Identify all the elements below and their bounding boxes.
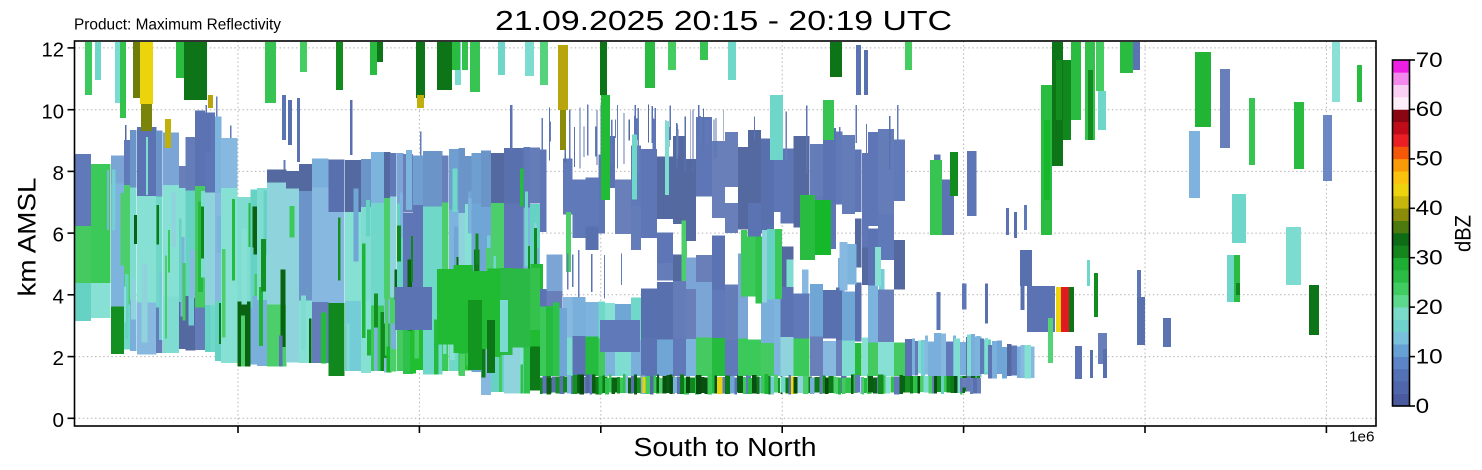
- svg-text:20: 20: [1416, 296, 1443, 319]
- svg-text:40: 40: [1416, 197, 1443, 220]
- svg-text:dBZ: dBZ: [1451, 215, 1476, 252]
- svg-text:0: 0: [1416, 395, 1430, 418]
- svg-text:10: 10: [42, 100, 65, 123]
- svg-text:30: 30: [1416, 247, 1443, 270]
- svg-text:2: 2: [52, 347, 64, 370]
- svg-text:South to North: South to North: [634, 434, 817, 462]
- svg-text:0: 0: [52, 409, 64, 432]
- svg-text:21.09.2025 20:15 - 20:19 UTC: 21.09.2025 20:15 - 20:19 UTC: [495, 5, 952, 36]
- svg-text:6: 6: [52, 224, 64, 247]
- svg-text:10: 10: [1416, 345, 1443, 368]
- svg-text:8: 8: [52, 162, 64, 185]
- svg-text:1e6: 1e6: [1349, 429, 1375, 446]
- svg-text:Product: Maximum Reflectivity: Product: Maximum Reflectivity: [74, 17, 281, 34]
- svg-text:50: 50: [1416, 148, 1443, 171]
- svg-text:60: 60: [1416, 98, 1443, 121]
- svg-text:12: 12: [42, 39, 65, 62]
- svg-text:4: 4: [52, 285, 64, 308]
- svg-text:km AMSL: km AMSL: [14, 177, 42, 296]
- svg-text:70: 70: [1416, 49, 1443, 72]
